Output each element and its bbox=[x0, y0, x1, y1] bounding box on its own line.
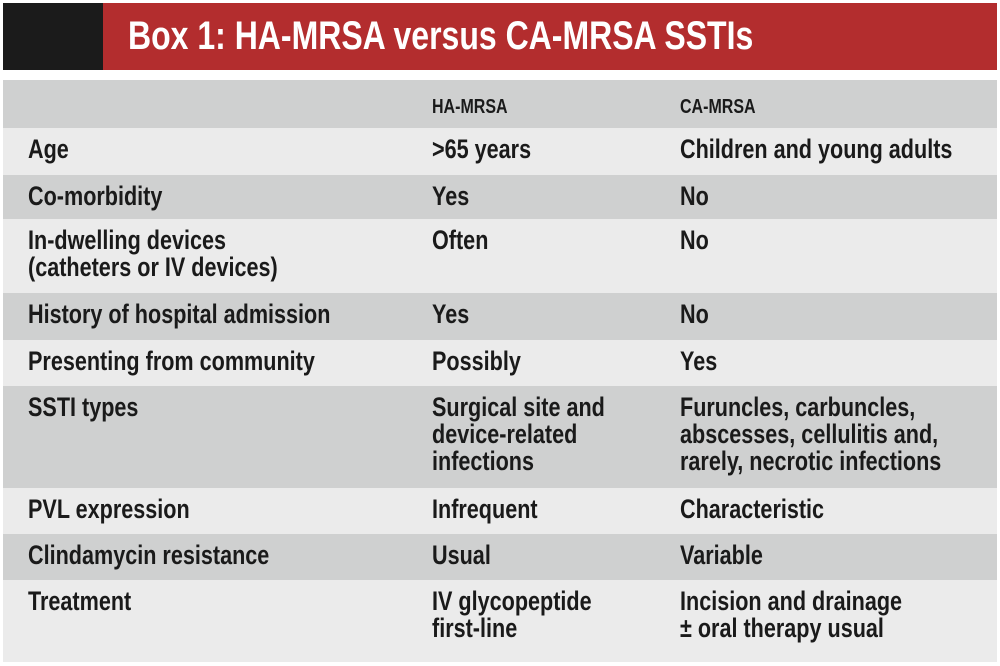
cell-text: No bbox=[680, 183, 709, 210]
cell-text: >65 years bbox=[432, 136, 531, 163]
cell-text: Possibly bbox=[432, 348, 521, 375]
table: HA-MRSA CA-MRSA Age >65 years Children and y… bbox=[3, 80, 997, 663]
row-label: History of hospital admission bbox=[28, 301, 330, 328]
cell-text: Variable bbox=[680, 542, 763, 569]
text-line: History of hospital admission bbox=[28, 299, 331, 329]
table-row: Presenting from community Possibly Yes bbox=[3, 340, 997, 386]
cell-text: Furuncles, carbuncles, abscesses, celluli… bbox=[680, 394, 941, 475]
text-line: Clindamycin resistance bbox=[28, 540, 270, 570]
text-line: Possibly bbox=[432, 346, 521, 376]
cell-text: No bbox=[680, 301, 709, 328]
text-line: Incision and drainage bbox=[680, 586, 903, 616]
text-line: Yes bbox=[432, 181, 470, 211]
cell-text: Surgical site and device-related infection… bbox=[432, 394, 605, 475]
cell-text: Yes bbox=[432, 183, 469, 210]
text-line: first-line bbox=[432, 613, 518, 643]
row-label: PVL expression bbox=[28, 496, 190, 523]
title: Box 1: HA-MRSA versus CA-MRSA SSTIs bbox=[128, 14, 754, 58]
text-line: Often bbox=[432, 225, 489, 255]
text-line: >65 years bbox=[432, 134, 532, 164]
text-line: infections bbox=[432, 446, 535, 476]
table-row: Clindamycin resistance Usual Variable bbox=[3, 534, 997, 580]
table-row: Co-morbidity Yes No bbox=[3, 175, 997, 219]
cell-text: Yes bbox=[432, 301, 469, 328]
text-line: Presenting from community bbox=[28, 346, 315, 376]
text-line: ± oral therapy usual bbox=[680, 613, 884, 643]
cell-text: Characteristic bbox=[680, 496, 824, 523]
text-line: In-dwelling devices bbox=[28, 225, 227, 255]
text-line: No bbox=[680, 181, 709, 211]
row-label: In-dwelling devices (catheters or IV devi… bbox=[28, 227, 278, 281]
text-line: Yes bbox=[680, 346, 718, 376]
header-row: HA-MRSA CA-MRSA bbox=[3, 80, 997, 128]
text-line: Usual bbox=[432, 540, 491, 570]
text-line: SSTI types bbox=[28, 392, 139, 422]
cell-text: No bbox=[680, 227, 709, 254]
table-row: SSTI types Surgical site and device-relate… bbox=[3, 386, 997, 488]
text-line: IV glycopeptide bbox=[432, 586, 592, 616]
text-line: abscesses, cellulitis and, bbox=[680, 419, 939, 449]
text-line: Yes bbox=[432, 299, 470, 329]
header-block bbox=[3, 3, 103, 70]
cell-text: Incision and drainage ± oral therapy usua… bbox=[680, 588, 902, 642]
text-line: No bbox=[680, 299, 709, 329]
text-line: Co-morbidity bbox=[28, 181, 163, 211]
text-line: device-related bbox=[432, 419, 578, 449]
text-line: PVL expression bbox=[28, 494, 190, 524]
cell-text: Yes bbox=[680, 348, 717, 375]
text-line: Surgical site and bbox=[432, 392, 605, 422]
table-row: PVL expression Infrequent Characteristic bbox=[3, 488, 997, 534]
header-bar bbox=[103, 3, 997, 70]
cell-text: Usual bbox=[432, 542, 491, 569]
text-line: Children and young adults bbox=[680, 134, 953, 164]
cell-text: Children and young adults bbox=[680, 136, 952, 163]
text-line: Characteristic bbox=[680, 494, 825, 524]
text-line: (catheters or IV devices) bbox=[28, 252, 278, 282]
text-line: Treatment bbox=[28, 586, 132, 616]
row-label: Clindamycin resistance bbox=[28, 542, 269, 569]
text-line: No bbox=[680, 225, 709, 255]
cell-text: IV glycopeptide first-line bbox=[432, 588, 592, 642]
table-row: History of hospital admission Yes No bbox=[3, 293, 997, 340]
text-line: Variable bbox=[680, 540, 763, 570]
table-row: In-dwelling devices (catheters or IV devi… bbox=[3, 219, 997, 293]
row-label: Age bbox=[28, 136, 69, 163]
cell-text: Often bbox=[432, 227, 488, 254]
table-row: Age >65 years Children and young adults bbox=[3, 128, 997, 175]
text-line: Infrequent bbox=[432, 494, 538, 524]
cell-text: Infrequent bbox=[432, 496, 538, 523]
text-line: Age bbox=[28, 134, 69, 164]
row-label: SSTI types bbox=[28, 394, 138, 421]
column-header: HA-MRSA bbox=[432, 96, 508, 118]
column-header: CA-MRSA bbox=[680, 96, 756, 118]
row-label: Treatment bbox=[28, 588, 131, 615]
text-line: Furuncles, carbuncles, bbox=[680, 392, 916, 422]
table-row: Treatment IV glycopeptide first-line Incisi… bbox=[3, 580, 997, 662]
text-line: rarely, necrotic infections bbox=[680, 446, 942, 476]
row-label: Presenting from community bbox=[28, 348, 315, 375]
row-label: Co-morbidity bbox=[28, 183, 162, 210]
